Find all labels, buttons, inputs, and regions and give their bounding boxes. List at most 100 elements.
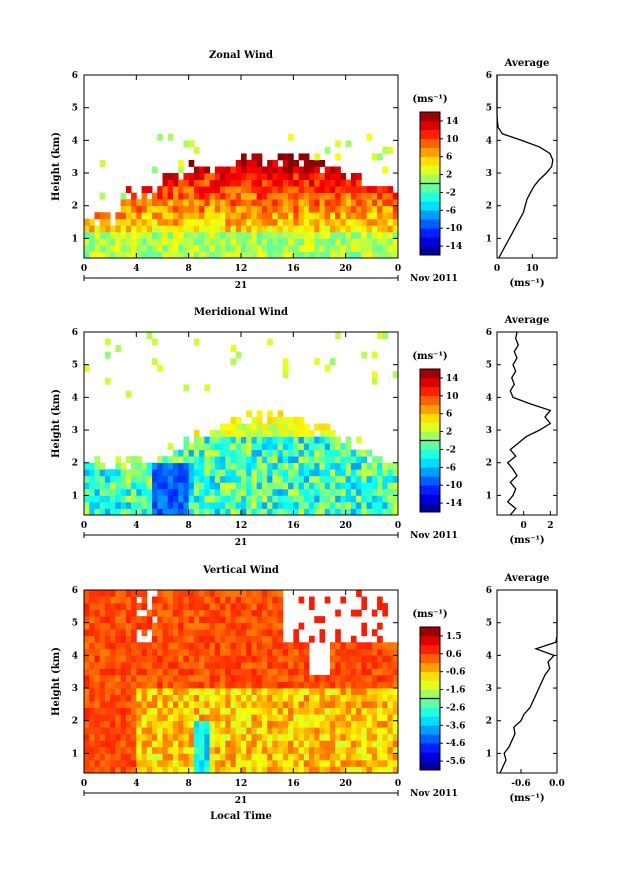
heatmap-cell	[146, 661, 153, 669]
heatmap-cell	[167, 596, 174, 604]
heatmap-cell	[146, 766, 153, 774]
heatmap-cell	[152, 609, 158, 617]
heatmap-cell	[84, 701, 90, 709]
heatmap-cell	[319, 616, 326, 624]
heatmap-cell	[183, 668, 190, 676]
heatmap-cell	[246, 648, 252, 656]
heatmap-cell	[293, 199, 299, 207]
heatmap-cell	[230, 462, 237, 470]
heatmap-cell	[225, 238, 231, 246]
heatmap-cell	[230, 430, 237, 437]
heatmap-cell	[377, 199, 383, 207]
heatmap-cell	[84, 753, 90, 761]
heatmap-cell	[167, 622, 174, 630]
heatmap-cell	[99, 655, 106, 663]
heatmap-cell	[272, 668, 279, 676]
heatmap-cell	[188, 449, 195, 457]
heatmap-cell	[251, 179, 258, 187]
heatmap-cell	[382, 642, 388, 650]
heatmap-cell	[152, 508, 158, 516]
heatmap-cell	[261, 488, 268, 496]
heatmap-cell	[209, 173, 216, 180]
heatmap-cell	[204, 622, 210, 630]
heatmap-cell	[214, 701, 221, 709]
heatmap-cell	[251, 416, 258, 424]
heatmap-cell	[209, 488, 216, 496]
heatmap-cell	[115, 766, 122, 774]
heatmap-cell	[261, 648, 268, 656]
heatmap-cell	[193, 648, 200, 656]
heatmap-cell	[366, 238, 373, 246]
heatmap-cell	[251, 590, 258, 597]
heatmap-cell	[371, 225, 378, 233]
heatmap-cell	[277, 231, 284, 239]
heatmap-cell	[392, 508, 399, 516]
heatmap-cell	[246, 661, 252, 669]
heatmap-cell	[94, 475, 101, 483]
heatmap-cell	[382, 694, 388, 702]
heatmap-cell	[309, 244, 315, 252]
heatmap-cell	[298, 596, 305, 604]
heatmap-cell	[209, 616, 216, 624]
heatmap-cell	[314, 192, 320, 200]
heatmap-cell	[220, 635, 226, 643]
heatmap-cell	[272, 231, 279, 239]
heatmap-cell	[188, 616, 195, 624]
heatmap-cell	[193, 443, 200, 451]
heatmap-cell	[230, 179, 237, 187]
heatmap-cell	[167, 635, 174, 643]
heatmap-cell	[225, 166, 231, 174]
heatmap-cell	[214, 759, 221, 767]
heatmap-cell	[309, 159, 315, 167]
heatmap-cell	[167, 462, 174, 470]
heatmap-cell	[84, 488, 90, 496]
heatmap-cell	[345, 688, 352, 695]
heatmap-cell	[340, 508, 347, 516]
heatmap-cell	[387, 186, 394, 194]
heatmap-cell	[345, 740, 352, 748]
heatmap-cell	[272, 629, 279, 637]
heatmap-cell	[256, 436, 263, 444]
heatmap-cell	[131, 740, 137, 748]
heatmap-cell	[110, 655, 116, 663]
heatmap-cell	[230, 714, 237, 722]
heatmap-cell	[162, 238, 169, 246]
heatmap-cell	[324, 244, 331, 252]
heatmap-cell	[282, 655, 289, 663]
heatmap-cell	[246, 720, 252, 728]
heatmap-cell	[193, 430, 200, 437]
heatmap-cell	[162, 205, 169, 213]
heatmap-cell	[120, 218, 127, 226]
heatmap-cell	[309, 701, 315, 709]
heatmap-cell	[136, 701, 142, 709]
heatmap-cell	[335, 720, 341, 728]
heatmap-cell	[157, 495, 163, 503]
heatmap-cell	[204, 616, 210, 624]
heatmap-cell	[314, 681, 320, 689]
heatmap-cell	[366, 674, 373, 682]
heatmap-cell	[350, 681, 357, 689]
heatmap-cell	[329, 186, 336, 194]
heatmap-cell	[183, 469, 190, 477]
heatmap-cell	[350, 714, 357, 722]
heatmap-cell	[115, 501, 122, 509]
heatmap-cell	[125, 694, 132, 702]
heatmap-cell	[172, 225, 179, 233]
heatmap-cell	[230, 251, 237, 259]
heatmap-cell	[152, 674, 158, 682]
colorbar-band	[420, 752, 440, 762]
heatmap-cell	[225, 482, 231, 490]
heatmap-cell	[235, 629, 242, 637]
heatmap-cell	[350, 179, 357, 187]
heatmap-cell	[256, 635, 263, 643]
heatmap-cell	[178, 469, 184, 477]
heatmap-cell	[104, 635, 111, 643]
heatmap-cell	[272, 430, 279, 437]
heatmap-cell	[267, 501, 273, 509]
heatmap-cell	[392, 688, 399, 695]
heatmap-cell	[282, 488, 289, 496]
heatmap-cell	[277, 616, 284, 624]
heatmap-cell	[235, 430, 242, 437]
heatmap-cell	[382, 720, 388, 728]
heatmap-cell	[204, 495, 210, 503]
